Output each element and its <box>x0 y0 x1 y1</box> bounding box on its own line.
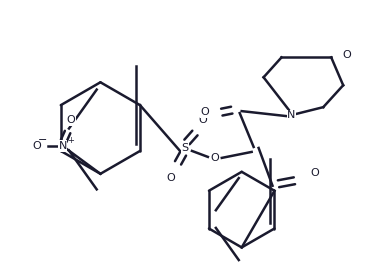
Text: N: N <box>59 141 67 151</box>
Text: O: O <box>198 115 207 125</box>
Text: O: O <box>210 153 219 163</box>
Text: O: O <box>201 107 209 117</box>
Text: N: N <box>287 110 296 120</box>
Text: O: O <box>167 173 175 183</box>
Text: −: − <box>38 135 48 145</box>
Text: +: + <box>68 137 74 146</box>
Text: O: O <box>66 115 75 125</box>
Text: O: O <box>310 168 319 178</box>
Text: S: S <box>182 143 188 153</box>
Text: O: O <box>343 50 351 60</box>
Text: O: O <box>32 141 41 151</box>
